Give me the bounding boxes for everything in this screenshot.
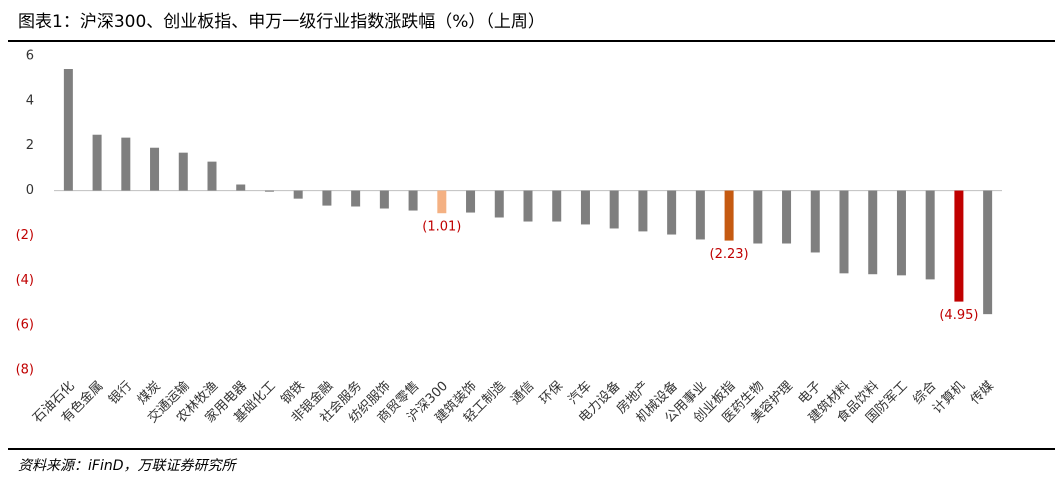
bar [753,190,763,244]
bar [379,190,389,209]
bar [983,190,993,315]
x-tick-label: 银行 [106,379,135,408]
y-tick-label: (2) [16,228,34,243]
bar [925,190,935,280]
bar [293,190,303,199]
y-tick-label: 6 [26,49,34,64]
bar [264,190,274,192]
bar [63,69,73,191]
bar [552,190,562,222]
x-tick-label: 传媒 [968,379,997,408]
bar [954,190,964,302]
bar [810,190,820,253]
bar [236,184,246,191]
value-label: (4.95) [939,308,978,323]
bar [609,190,619,229]
y-tick-label: 4 [26,93,34,108]
bar [839,190,849,274]
bar [178,152,188,191]
bar [207,161,217,191]
bar [896,190,906,276]
bar [92,134,102,191]
y-tick-label: (4) [16,273,34,288]
value-label: (1.01) [422,220,461,235]
bar [437,190,447,214]
bar [322,190,332,206]
bar [868,190,878,275]
bar [466,190,476,213]
bar [150,147,160,191]
bar [580,190,590,225]
x-tick-label: 计算机 [930,379,968,417]
source-note: 资料来源：iFinD，万联证券研究所 [18,458,237,474]
x-tick-label: 通信 [508,379,537,408]
bar [494,190,504,218]
x-tick-label: 环保 [537,379,566,408]
y-tick-label: (6) [16,318,34,333]
chart-title: 图表1：沪深300、创业板指、申万一级行业指数涨跌幅（%）（上周） [18,12,545,32]
bar [724,190,734,241]
bar [408,190,418,211]
bar [523,190,533,222]
y-tick-label: (8) [16,363,34,378]
bar [782,190,792,244]
y-tick-label: 2 [26,138,34,153]
y-tick-label: 0 [26,183,34,198]
value-label: (2.23) [710,247,749,262]
bar [695,190,705,240]
bar [121,137,131,191]
bar [351,190,361,207]
bar [667,190,677,235]
bar [638,190,648,232]
